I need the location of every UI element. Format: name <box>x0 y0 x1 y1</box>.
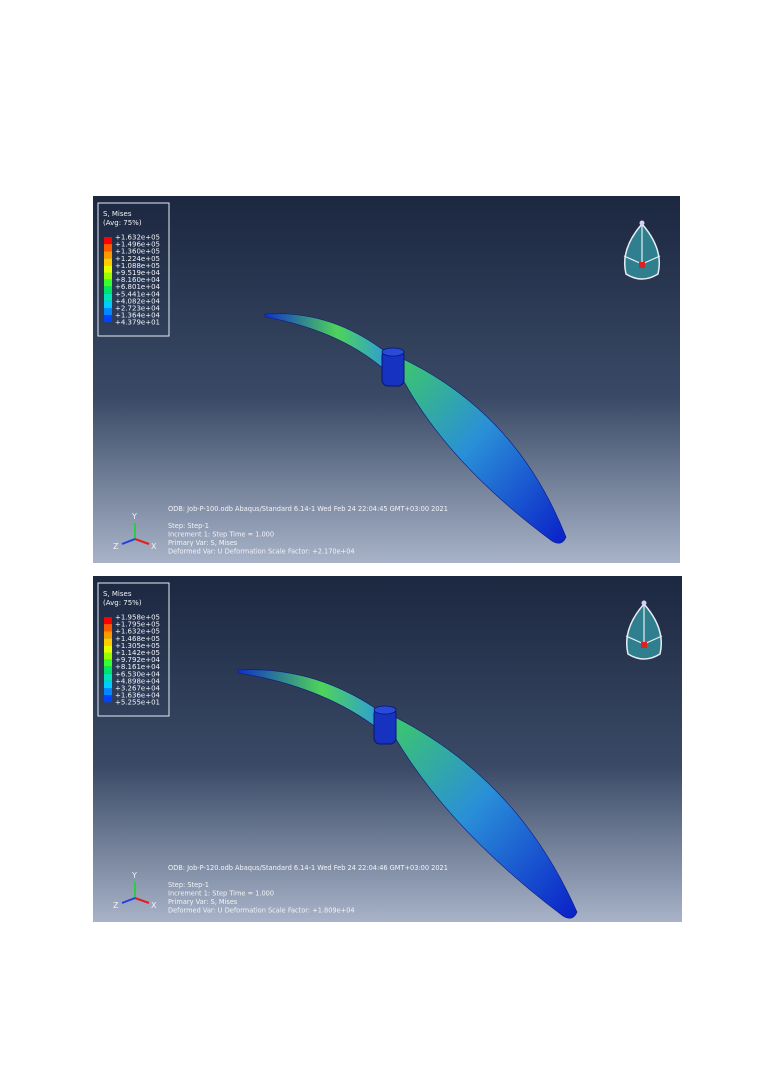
legend-swatch <box>104 237 112 245</box>
legend-value: +9.519e+04 <box>115 269 161 277</box>
legend-value: +1.632e+05 <box>115 234 160 242</box>
triad-y: Y <box>131 871 137 880</box>
legend-box <box>97 202 170 337</box>
hub-top <box>373 705 397 715</box>
triad-x: X <box>151 542 157 551</box>
legend-value: +9.792e+04 <box>115 656 161 664</box>
legend-value: +1.364e+04 <box>115 312 161 320</box>
legend-swatch <box>104 659 112 667</box>
legend-swatch <box>104 244 112 252</box>
viewport: S, Mises(Avg: 75%)+1.632e+05+1.496e+05+1… <box>93 196 680 563</box>
legend-swatch <box>104 688 112 696</box>
legend-title: S, Mises <box>103 210 132 218</box>
info-line: Step: Step-1 <box>168 522 209 530</box>
axis-x <box>134 538 150 545</box>
info-line: Deformed Var: U Deformation Scale Factor… <box>168 548 355 556</box>
legend-swatch <box>104 251 112 259</box>
legend-value: +1.636e+04 <box>115 692 161 700</box>
legend-swatch <box>104 286 112 294</box>
triad-z: Z <box>113 901 119 910</box>
legend-swatch <box>104 638 112 646</box>
info-line: ODB: Job-P-120.odb Abaqus/Standard 6.14-… <box>168 864 448 872</box>
axis-x <box>134 897 150 904</box>
legend-swatch <box>104 315 112 323</box>
info-line: Deformed Var: U Deformation Scale Factor… <box>168 907 355 915</box>
info-line: Increment 1: Step Time = 1.000 <box>168 531 274 539</box>
legend-swatch <box>104 258 112 266</box>
axis-z <box>121 897 136 904</box>
hub-top <box>381 347 405 357</box>
info-line: Step: Step-1 <box>168 881 209 889</box>
legend-swatch <box>104 631 112 639</box>
legend-value: +6.801e+04 <box>115 283 161 291</box>
legend-value: +8.160e+04 <box>115 276 161 284</box>
legend-value: +1.632e+05 <box>115 628 160 636</box>
blade-right <box>392 715 578 919</box>
legend-swatch <box>104 680 112 688</box>
blade-right <box>400 357 567 544</box>
legend-value: +1.958e+05 <box>115 614 160 622</box>
legend-value: +1.305e+05 <box>115 642 160 650</box>
legend-subtitle: (Avg: 75%) <box>103 219 142 227</box>
legend-swatch <box>104 293 112 301</box>
legend-swatch <box>104 279 112 287</box>
info-line: Primary Var: S, Mises <box>168 539 238 547</box>
axis-z <box>121 538 136 545</box>
legend-swatch <box>104 624 112 632</box>
legend-value: +3.267e+04 <box>115 685 161 693</box>
legend-value: +1.468e+05 <box>115 635 160 643</box>
legend-swatch <box>104 652 112 660</box>
legend-value: +1.088e+05 <box>115 262 160 270</box>
legend-swatch <box>104 265 112 273</box>
legend-value: +1.142e+05 <box>115 649 160 657</box>
view-cube-marker <box>639 262 645 268</box>
legend-swatch <box>104 695 112 703</box>
legend-swatch <box>104 308 112 316</box>
legend-title: S, Mises <box>103 590 132 598</box>
info-line: Increment 1: Step Time = 1.000 <box>168 890 274 898</box>
legend-value: +8.161e+04 <box>115 663 161 671</box>
background <box>93 576 682 922</box>
legend-value: +1.496e+05 <box>115 241 160 249</box>
legend-value: +2.723e+04 <box>115 305 161 313</box>
legend-value: +1.224e+05 <box>115 255 160 263</box>
triad-y: Y <box>131 512 137 521</box>
legend-value: +4.082e+04 <box>115 297 161 305</box>
legend-swatch <box>104 673 112 681</box>
legend-value: +1.360e+05 <box>115 248 160 256</box>
legend-value: +1.795e+05 <box>115 621 160 629</box>
view-cube-marker <box>641 642 647 648</box>
view-cube-top <box>639 220 645 226</box>
legend-swatch <box>104 272 112 280</box>
info-line: Primary Var: S, Mises <box>168 898 238 906</box>
legend-value: +5.441e+04 <box>115 290 161 298</box>
legend-subtitle: (Avg: 75%) <box>103 599 142 607</box>
view-cube-top <box>641 600 647 606</box>
triad-x: X <box>151 901 157 910</box>
legend-box <box>97 582 170 717</box>
legend-swatch <box>104 645 112 653</box>
info-line: ODB: Job-P-100.odb Abaqus/Standard 6.14-… <box>168 505 448 513</box>
legend-swatch <box>104 300 112 308</box>
legend-swatch <box>104 617 112 625</box>
triad-z: Z <box>113 542 119 551</box>
legend-value: +5.255e+01 <box>115 699 160 707</box>
viewport: S, Mises(Avg: 75%)+1.958e+05+1.795e+05+1… <box>93 576 682 922</box>
legend-value: +6.530e+04 <box>115 670 161 678</box>
legend-swatch <box>104 666 112 674</box>
legend-value: +4.898e+04 <box>115 677 161 685</box>
legend-value: +4.379e+01 <box>115 319 160 327</box>
